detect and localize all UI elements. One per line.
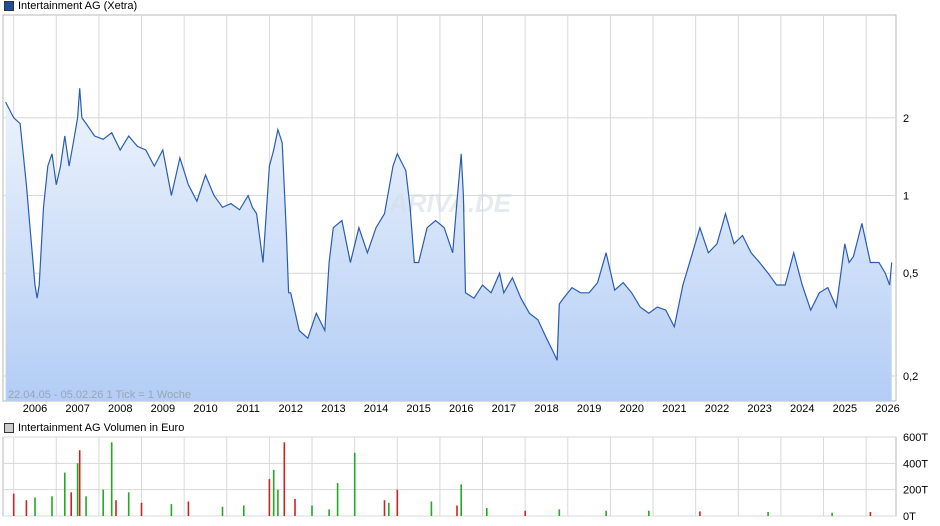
volume-bar (699, 511, 701, 516)
price-line (5, 88, 893, 361)
volume-bar (648, 510, 650, 516)
price-legend-swatch (4, 1, 14, 11)
volume-bar (110, 442, 113, 516)
volume-bar (78, 450, 81, 516)
price-area (5, 88, 892, 402)
volume-bar (221, 506, 224, 516)
volume-bar (605, 510, 607, 516)
volume-bar (336, 483, 339, 516)
volume-bar (140, 502, 143, 516)
volume-bar (311, 505, 313, 516)
y-tick-0.2: 0,2 (903, 371, 918, 383)
volume-bar (187, 501, 190, 516)
x-tick-2015: 2015 (406, 403, 430, 415)
volume-plot-frame (2, 436, 897, 517)
x-tick-2016: 2016 (449, 403, 473, 415)
x-tick-2022: 2022 (705, 403, 729, 415)
volume-bar (70, 492, 72, 516)
volume-bar (383, 500, 386, 516)
x-tick-2014: 2014 (364, 403, 388, 415)
x-tick-2012: 2012 (278, 403, 302, 415)
volume-bar (283, 442, 286, 516)
x-tick-2010: 2010 (193, 403, 217, 415)
range-note: 22.04.05 - 05.02.26 1 Tick = 1 Woche (8, 389, 191, 401)
price-legend-label: Intertainment AG (Xetra) (18, 0, 138, 12)
volume-bar (25, 500, 28, 516)
volume-bar (831, 512, 833, 516)
y-tick-2: 2 (903, 113, 909, 125)
x-tick-2007: 2007 (65, 403, 89, 415)
price-panel: ARIVA.DE 22.04.05 - 05.02.26 1 Tick = 1 … (2, 14, 918, 415)
volume-bar (115, 500, 117, 516)
price-x-axis: 2006 2007 2008 2009 2010 2011 2012 2013 2014 2015… (23, 403, 900, 415)
volume-bar (34, 497, 36, 516)
volume-y-axis: 600T 400T 200T 0T (903, 432, 928, 523)
volume-bar (388, 502, 390, 516)
volume-bar (277, 489, 279, 516)
volume-bar (767, 512, 769, 516)
x-tick-2017: 2017 (492, 403, 516, 415)
price-y-axis: 2 1 0,5 0,2 (903, 113, 918, 383)
volume-legend: Intertainment AG Volumen in Euro (4, 422, 184, 434)
volume-legend-swatch (4, 423, 14, 433)
x-tick-2024: 2024 (790, 403, 814, 415)
volume-bar (486, 508, 488, 516)
x-tick-2018: 2018 (534, 403, 558, 415)
volume-bar (456, 505, 458, 516)
volume-y-tick-400: 400T (903, 458, 928, 470)
volume-bar (102, 489, 104, 516)
volume-bar (12, 493, 15, 516)
volume-bar (51, 496, 53, 517)
x-tick-2011: 2011 (236, 403, 260, 415)
volume-bar (396, 489, 399, 516)
price-legend: Intertainment AG (Xetra) (4, 0, 137, 12)
x-tick-2019: 2019 (577, 403, 601, 415)
y-tick-0.5: 0,5 (903, 268, 918, 280)
x-tick-2006: 2006 (23, 403, 47, 415)
watermark: ARIVA.DE (388, 188, 512, 218)
volume-bars (12, 442, 872, 517)
volume-bar (243, 505, 245, 516)
volume-bar (558, 509, 561, 516)
x-tick-2026: 2026 (875, 403, 899, 415)
volume-bar (430, 501, 433, 516)
volume-bar (268, 479, 271, 516)
x-tick-2023: 2023 (747, 403, 771, 415)
volume-bar (869, 512, 872, 516)
x-tick-2009: 2009 (151, 403, 175, 415)
x-tick-2008: 2008 (108, 403, 132, 415)
volume-legend-label: Intertainment AG Volumen in Euro (18, 422, 185, 434)
y-tick-1: 1 (903, 190, 909, 202)
x-tick-2021: 2021 (662, 403, 686, 415)
volume-bar (127, 492, 130, 516)
volume-bar (353, 452, 356, 516)
volume-bar (272, 469, 275, 516)
volume-y-tick-200: 200T (903, 485, 928, 497)
volume-bar (170, 504, 173, 516)
volume-bar (524, 510, 526, 516)
volume-bar (85, 496, 87, 517)
x-tick-2020: 2020 (619, 403, 643, 415)
volume-y-tick-0: 0T (903, 511, 916, 523)
volume-bar (460, 484, 462, 516)
volume-bar (76, 463, 79, 516)
x-tick-2013: 2013 (321, 403, 345, 415)
volume-bar (64, 472, 66, 516)
x-tick-2025: 2025 (833, 403, 857, 415)
volume-panel: 600T 400T 200T 0T (2, 432, 928, 523)
volume-y-tick-600: 600T (903, 432, 928, 444)
volume-bar (294, 498, 296, 516)
volume-bar (328, 509, 330, 516)
